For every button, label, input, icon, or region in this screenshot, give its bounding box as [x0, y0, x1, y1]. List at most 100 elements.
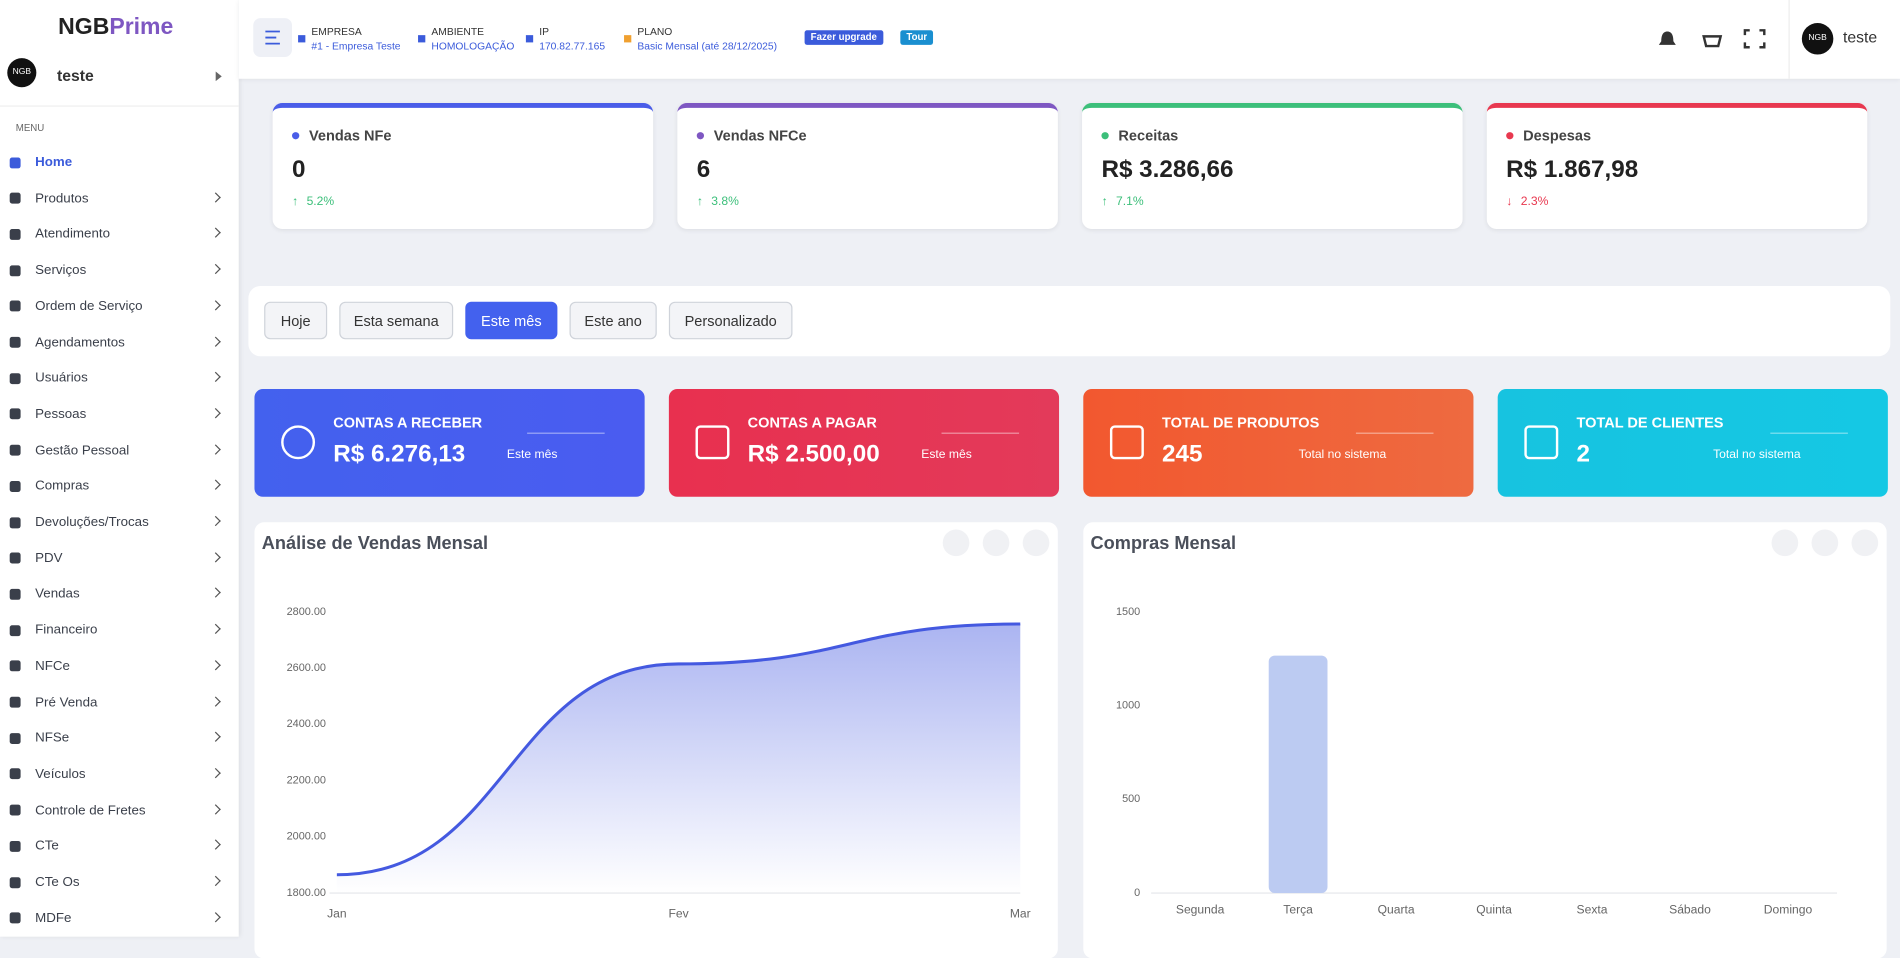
tour-button[interactable]: Tour [900, 30, 934, 45]
filter-button[interactable]: Esta semana [339, 301, 454, 340]
info-label: AMBIENTE [431, 25, 485, 38]
line [336, 622, 1021, 877]
menu-item[interactable]: Atendimento [0, 217, 239, 251]
menu-item[interactable]: Serviços [0, 253, 239, 287]
menu-item[interactable]: CTe [0, 829, 239, 863]
more-button[interactable] [1851, 529, 1879, 557]
menu-item[interactable]: Devoluções/Trocas [0, 505, 239, 539]
menu-item[interactable]: NFCe [0, 649, 239, 683]
stat-card[interactable]: TOTAL DE CLIENTES 2 Total no sistema [1497, 388, 1888, 497]
menu-label: Agendamentos [35, 335, 125, 350]
stat-value: R$ 2.500,00 [747, 441, 880, 468]
filter-button[interactable]: Este mês [465, 301, 558, 340]
menu-item[interactable]: Gestão Pessoal [0, 433, 239, 467]
kpi-change: 3.8% [711, 195, 739, 209]
kpi-change: 7.1% [1116, 195, 1144, 209]
user-name[interactable]: teste [1843, 27, 1878, 47]
y-tick-label: 2400.00 [287, 718, 326, 730]
menu-item[interactable]: Financeiro [0, 613, 239, 647]
menu-icon [9, 660, 21, 672]
menu-item[interactable]: Agendamentos [0, 325, 239, 359]
stat-card[interactable]: CONTAS A PAGAR R$ 2.500,00 Este mês [668, 388, 1060, 497]
user-name[interactable]: teste [56, 66, 94, 85]
menu-icon [9, 300, 21, 312]
menu-item[interactable]: Controle de Fretes [0, 793, 239, 827]
menu-item[interactable]: Home [0, 145, 239, 179]
info-label: PLANO [637, 25, 673, 38]
bell-icon[interactable] [1658, 31, 1676, 45]
stat-icon [1524, 425, 1559, 460]
y-tick-label: 1000 [1116, 700, 1140, 712]
kpi-dot [696, 132, 705, 140]
stat-note: Total no sistema [1713, 448, 1801, 462]
kpi-label: Despesas [1523, 127, 1592, 145]
menu-item[interactable]: Ordem de Serviço [0, 289, 239, 323]
avatar[interactable]: NGB [1801, 23, 1834, 55]
menu-item[interactable]: Pessoas [0, 397, 239, 431]
kpi-change: 2.3% [1520, 195, 1549, 209]
refresh-button[interactable] [942, 529, 970, 557]
menu-icon [9, 192, 21, 204]
menu-item[interactable]: Compras [0, 469, 239, 503]
stat-card[interactable]: CONTAS A RECEBER R$ 6.276,13 Este mês [254, 388, 645, 497]
menu-icon [9, 912, 21, 924]
menu-label: Gestão Pessoal [35, 443, 130, 458]
menu-item[interactable]: MDFe [0, 901, 239, 935]
header-info-item: PLANO Basic Mensal (até 28/12/2025) [637, 24, 777, 53]
x-tick-label: Domingo [1764, 903, 1813, 917]
fullscreen-icon[interactable] [1743, 29, 1766, 49]
kpi-value: R$ 1.867,98 [1506, 156, 1639, 183]
header-info-item: EMPRESA #1 - Empresa Teste [311, 24, 400, 53]
basket-icon[interactable] [1702, 35, 1723, 48]
menu-label: Atendimento [35, 227, 110, 242]
menu-label: NFCe [35, 658, 70, 674]
menu-item[interactable]: CTe Os [0, 865, 239, 899]
menu-label: NFSe [35, 730, 70, 746]
x-tick-label: Jan [327, 906, 347, 920]
menu-item[interactable]: Produtos [0, 181, 239, 215]
toggle-icon [265, 30, 280, 45]
user-caret[interactable] [215, 71, 222, 82]
menu-item[interactable]: Pré Venda [0, 685, 239, 719]
filter-button[interactable]: Este ano [569, 301, 657, 340]
more-button[interactable] [1022, 529, 1050, 557]
kpi-change: 5.2% [306, 195, 335, 209]
stat-title: CONTAS A PAGAR [747, 414, 877, 432]
menu-icon [9, 768, 21, 780]
menu-label: Pessoas [35, 407, 87, 422]
expand-button[interactable] [1811, 529, 1839, 557]
menu-toggle[interactable] [253, 18, 293, 57]
trend-arrow: ↓ [1506, 195, 1513, 209]
x-tick-label: Segunda [1176, 903, 1225, 917]
menu-item[interactable]: PDV [0, 541, 239, 575]
info-value: 170.82.77.165 [539, 39, 606, 53]
menu-item[interactable]: Usuários [0, 361, 239, 395]
y-tick-label: 0 [1134, 887, 1140, 899]
sidebar: NGBPrime NGB teste MENU Home Produtos Aten… [0, 0, 239, 937]
filter-button[interactable]: Personalizado [668, 301, 793, 340]
stat-card[interactable]: TOTAL DE PRODUTOS 245 Total no sistema [1083, 388, 1474, 497]
menu-icon [9, 588, 21, 600]
menu-icon [9, 408, 21, 420]
menu-icon [9, 444, 21, 456]
info-label: IP [539, 25, 549, 38]
y-tick-label: 2000.00 [287, 831, 326, 843]
logo[interactable]: NGBPrime [58, 15, 173, 42]
menu-icon [9, 696, 21, 708]
x-tick-label: Quinta [1476, 903, 1512, 917]
kpi-value: R$ 3.286,66 [1101, 156, 1234, 183]
y-tick-label: 1500 [1116, 606, 1140, 618]
stat-value: 2 [1576, 441, 1590, 468]
chart-title: Análise de Vendas Mensal [261, 533, 489, 554]
filter-button[interactable]: Hoje [264, 301, 328, 340]
menu-item[interactable]: Vendas [0, 577, 239, 611]
menu-item[interactable]: Veículos [0, 757, 239, 791]
x-tick-label: Sábado [1669, 903, 1711, 917]
info-label: EMPRESA [311, 25, 362, 38]
upgrade-button[interactable]: Fazer upgrade [804, 30, 883, 45]
kpi-dot [1506, 132, 1514, 140]
expand-button[interactable] [982, 529, 1010, 557]
refresh-button[interactable] [1771, 529, 1799, 557]
menu-item[interactable]: NFSe [0, 721, 239, 755]
